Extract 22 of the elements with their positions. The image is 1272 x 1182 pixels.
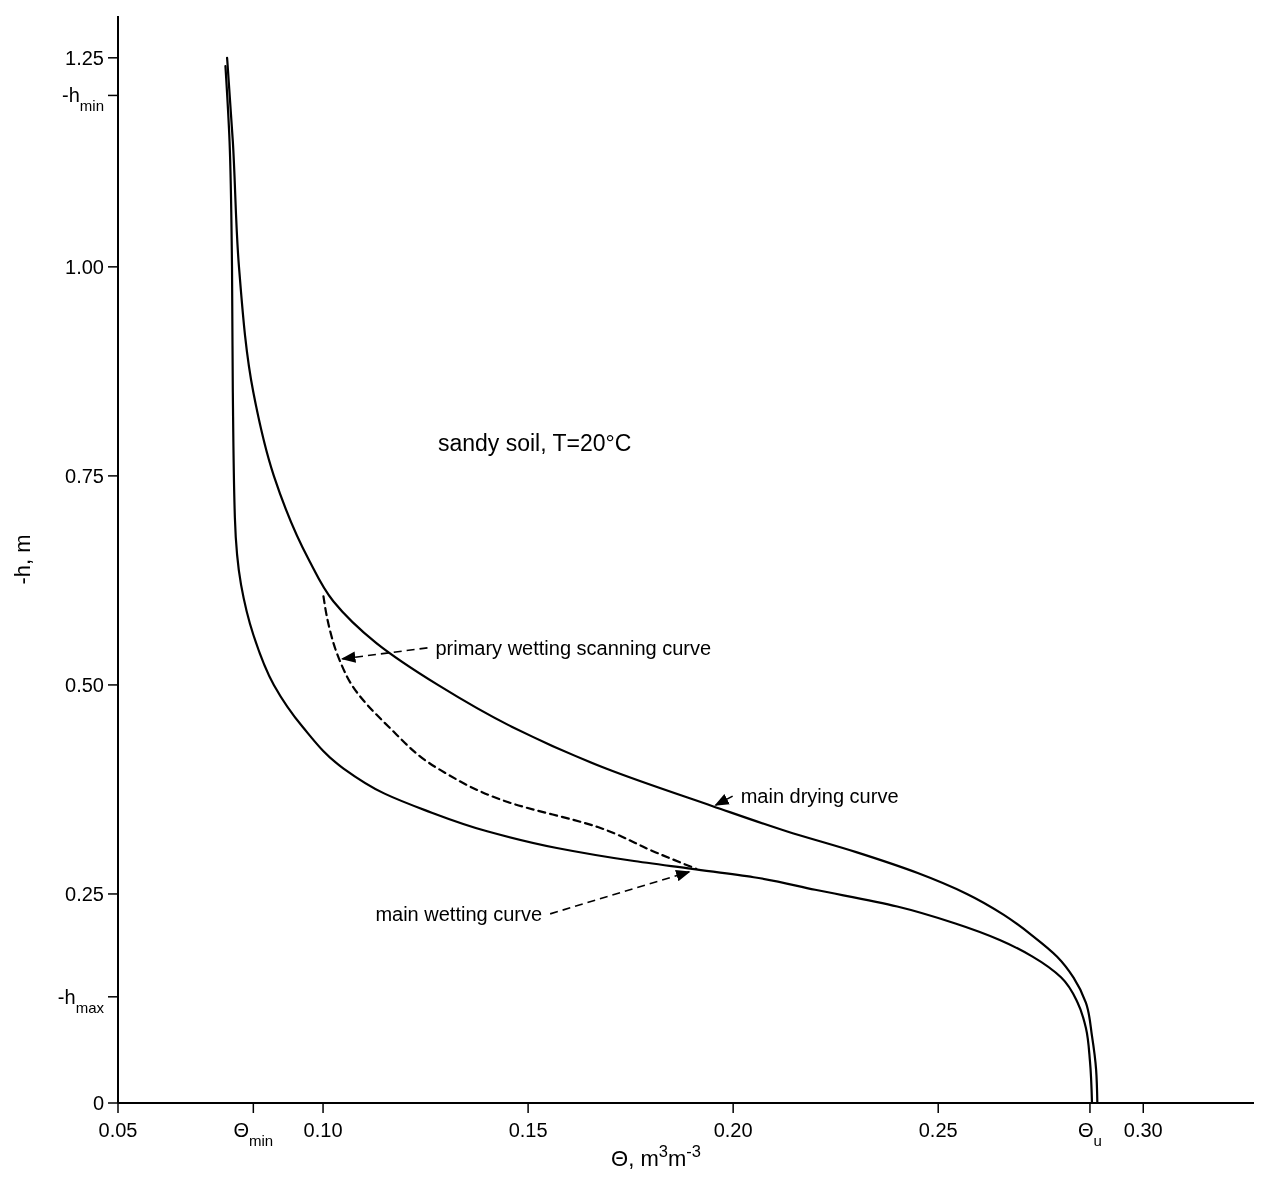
y-tick-label: 0.25	[65, 882, 104, 905]
x-tick-label: 0.30	[1123, 1119, 1163, 1141]
y-tick-label: 1.00	[65, 255, 104, 278]
y-axis-title: -h, m	[10, 534, 35, 585]
y-tick-label: -h$_{min}$	[62, 84, 104, 114]
y-tick-label: 0.75	[65, 464, 104, 487]
x-tick-label: 0.15	[508, 1119, 548, 1141]
annotation: primary wetting scanning curve	[435, 636, 712, 659]
y-tick-label: 0	[92, 1092, 104, 1114]
y-tick-label: 1.25	[65, 46, 104, 69]
annotation: sandy soil, T=20°C	[437, 429, 632, 456]
y-tick-label: -h$_{max}$	[57, 985, 105, 1016]
x-axis-title: Θ, m$^{3}$m$^{-3}$	[611, 1142, 701, 1171]
x-tick-label: Θ$_{u}$	[1078, 1119, 1102, 1149]
x-tick-label: 0.20	[713, 1119, 753, 1141]
annotation: main drying curve	[740, 785, 899, 808]
y-tick-label: 0.50	[65, 673, 104, 696]
annotation: main wetting curve	[375, 902, 543, 925]
x-tick-label: 0.05	[98, 1119, 138, 1141]
x-tick-label: Θ$_{min}$	[233, 1119, 274, 1149]
x-tick-label: 0.25	[918, 1119, 958, 1141]
x-tick-label: 0.10	[303, 1119, 343, 1141]
